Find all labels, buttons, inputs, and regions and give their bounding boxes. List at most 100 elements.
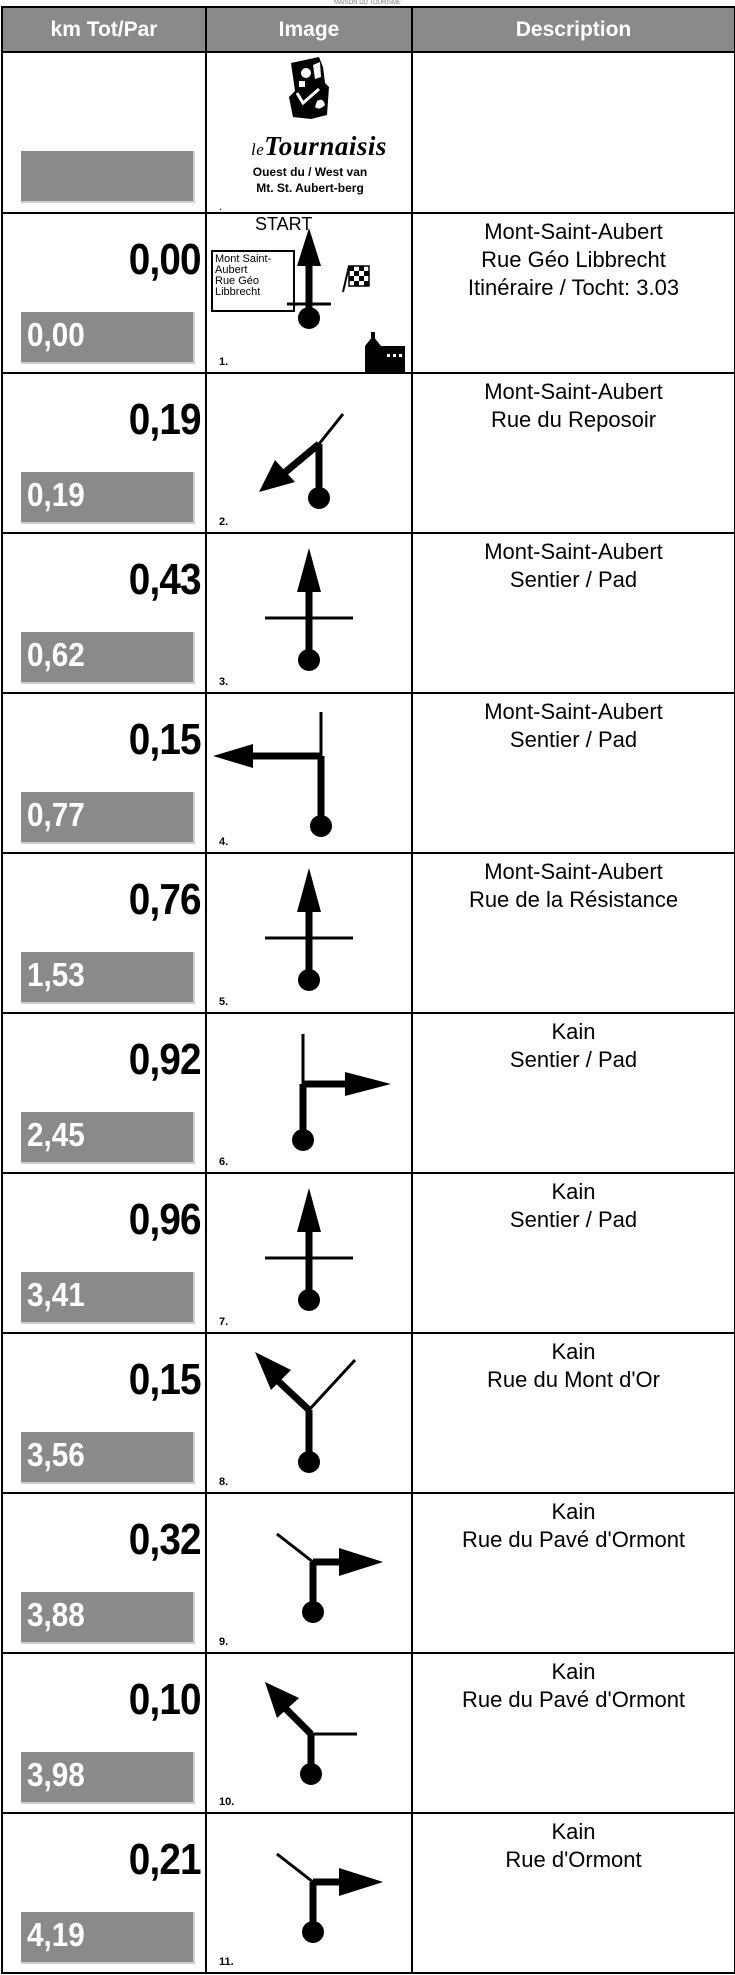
description-line: Rue du Mont d'Or — [487, 1367, 660, 1392]
sharp-left-icon — [259, 413, 345, 509]
step-row: 0,10 3,98 10. Kain Rue du Pavé d'Ormont — [1, 1652, 735, 1814]
right-small-icon — [276, 1852, 383, 1943]
image-cell: 3. — [205, 532, 413, 694]
partial-distance: 0,10 — [129, 1675, 202, 1724]
description-line: Mont-Saint-Aubert — [484, 219, 663, 244]
description: Mont-Saint-Aubert Rue du Reposoir — [413, 374, 734, 434]
image-cell: 9. — [205, 1492, 413, 1654]
desc-cell: Mont-Saint-Aubert Sentier / Pad — [411, 692, 735, 854]
step-number: 11. — [219, 1956, 234, 1968]
total-box: 3,98 — [21, 1752, 195, 1804]
km-cell: 0,21 4,19 — [1, 1812, 207, 1974]
description: Kain Rue d'Ormont — [413, 1814, 734, 1874]
description-line: Sentier / Pad — [509, 727, 638, 752]
desc-cell: Kain Rue du Mont d'Or — [411, 1332, 735, 1494]
step-row: 0,19 0,19 2. Mont-Saint-Aubert Rue du Rep… — [1, 372, 735, 534]
logo-line1: Ouest du / West van — [252, 165, 368, 179]
total-distance: 2,45 — [27, 1116, 85, 1153]
total-distance: 3,98 — [27, 1756, 85, 1793]
street-sign-line: Libbrecht — [215, 286, 261, 298]
turn-right-icon — [292, 1034, 391, 1151]
street-sign-line: Mont Saint- — [215, 253, 272, 265]
image-cell: 6. — [205, 1012, 413, 1174]
step-number: 1. — [219, 356, 229, 368]
desc-cell: Mont-Saint-Aubert Rue du Reposoir — [411, 372, 735, 534]
total-distance: 0,77 — [27, 796, 85, 833]
total-box: 0,19 — [21, 472, 195, 524]
total-box: 0,77 — [21, 792, 195, 844]
desc-cell: Kain Rue du Pavé d'Ormont — [411, 1492, 735, 1654]
partial-distance: 0,92 — [129, 1035, 202, 1084]
desc-cell: Kain Sentier / Pad — [411, 1172, 735, 1334]
step-row: 0,00 0,00 START Mont Saint- Aubert Rue Géo L… — [1, 212, 735, 374]
step-number: 3. — [219, 676, 229, 688]
total-distance: 0,62 — [27, 636, 85, 673]
partial-distance: 0,00 — [129, 235, 202, 284]
total-box: 2,45 — [21, 1112, 195, 1164]
image-cell: 5. — [205, 852, 413, 1014]
description-line: Sentier / Pad — [509, 567, 638, 592]
total-distance: 4,19 — [27, 1916, 85, 1953]
total-box — [21, 151, 195, 203]
description: Mont-Saint-Aubert Rue de la Résistance — [413, 854, 734, 914]
image-cell: 7. — [205, 1172, 413, 1334]
total-distance: 1,53 — [27, 956, 85, 993]
col-header-km: km Tot/Par — [1, 6, 207, 53]
km-cell: 0,43 0,62 — [1, 532, 207, 694]
total-box: 3,88 — [21, 1592, 195, 1644]
street-sign-line: Aubert — [215, 264, 248, 276]
total-box: 1,53 — [21, 952, 195, 1004]
header-caption: MAISON DU TOURISME — [333, 0, 402, 6]
description-line: Rue de la Résistance — [468, 887, 679, 912]
col-header-image: Image — [205, 6, 413, 53]
km-cell: 0,15 3,56 — [1, 1332, 207, 1494]
partial-distance: 0,19 — [129, 395, 202, 444]
description-line: Mont-Saint-Aubert — [484, 699, 663, 724]
left-diagonal-icon — [265, 1682, 357, 1785]
description-line: Rue d'Ormont — [505, 1847, 642, 1872]
description-line: Itinéraire / Tocht: 3.03 — [467, 275, 680, 300]
right-small-icon — [276, 1532, 383, 1623]
description-line: Kain — [551, 1499, 596, 1524]
desc-cell: Mont-Saint-Aubert Sentier / Pad — [411, 532, 735, 694]
step-number: 8. — [219, 1476, 229, 1488]
step-number: 7. — [219, 1316, 229, 1328]
step-number: 4. — [219, 836, 229, 848]
start-label: START — [255, 214, 313, 234]
step-row: 0,92 2,45 6. Kain Sentier / Pad — [1, 1012, 735, 1174]
step-number: 5. — [219, 996, 229, 1008]
step-row: 0,21 4,19 11. Kain Rue d'Ormont — [1, 1812, 735, 1974]
km-cell: 0,92 2,45 — [1, 1012, 207, 1174]
partial-distance: 0,15 — [129, 715, 202, 764]
fork-left-icon — [255, 1352, 357, 1473]
image-cell: 2. — [205, 372, 413, 534]
desc-cell — [411, 51, 735, 214]
total-box: 3,56 — [21, 1432, 195, 1484]
partial-distance: 0,21 — [129, 1835, 202, 1884]
step-row: 0,43 0,62 3. Mont-Saint-Aubert Sentier / … — [1, 532, 735, 694]
total-box: 0,00 — [21, 312, 195, 364]
description: Kain Sentier / Pad — [413, 1174, 734, 1234]
desc-cell: Kain Rue d'Ormont — [411, 1812, 735, 1974]
total-box: 3,41 — [21, 1272, 195, 1324]
image-cell: START Mont Saint- Aubert Rue Géo Libbrecht 1… — [205, 212, 413, 374]
turn-left-icon — [213, 712, 332, 837]
logo-emblem-icon — [289, 57, 329, 119]
step-row: 0,15 3,56 8. Kain Rue du Mont d'Or — [1, 1332, 735, 1494]
km-cell — [1, 51, 207, 214]
km-cell: 0,76 1,53 — [1, 852, 207, 1014]
image-cell: 10. — [205, 1652, 413, 1814]
km-cell: 0,10 3,98 — [1, 1652, 207, 1814]
step-row: 0,15 0,77 4. Mont-Saint-Aubert Sentier / … — [1, 692, 735, 854]
step-number: 9. — [219, 1636, 229, 1648]
km-cell: 0,00 0,00 — [1, 212, 207, 374]
image-cell: 8. — [205, 1332, 413, 1494]
description-line: Mont-Saint-Aubert — [484, 859, 663, 884]
partial-distance: 0,76 — [129, 875, 202, 924]
partial-distance: 0,32 — [129, 1515, 202, 1564]
description: Kain Rue du Pavé d'Ormont — [413, 1654, 734, 1714]
description-line: Kain — [551, 1339, 596, 1364]
description-line: Kain — [551, 1179, 596, 1204]
total-distance: 3,56 — [27, 1436, 85, 1473]
start-straight-icon — [287, 228, 405, 372]
